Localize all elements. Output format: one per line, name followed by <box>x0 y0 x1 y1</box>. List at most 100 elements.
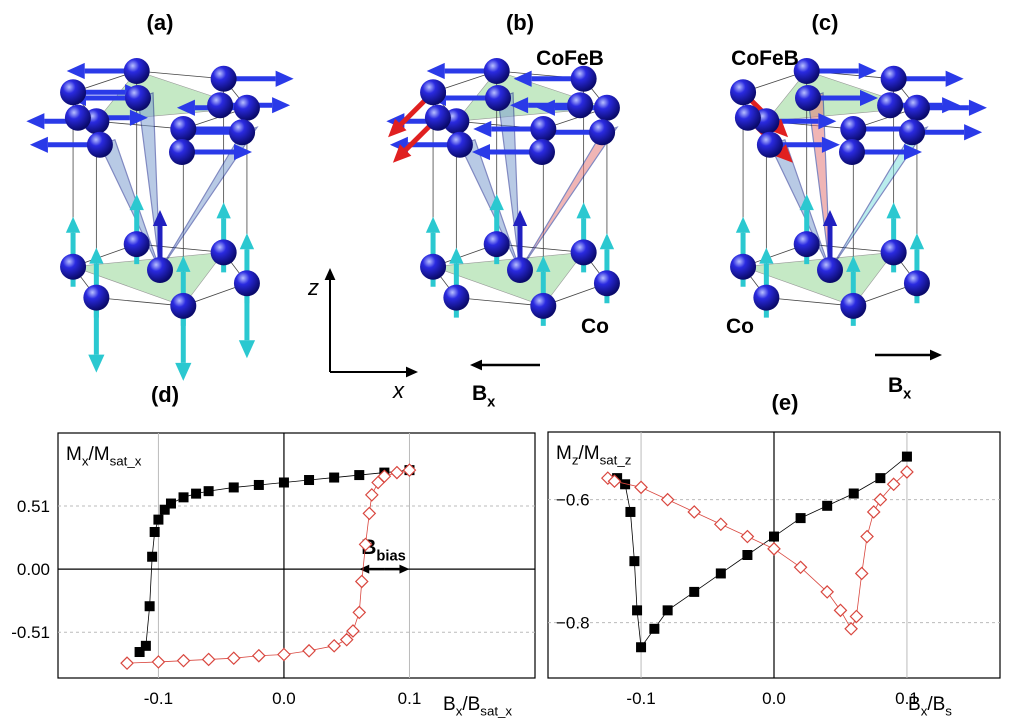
data-point <box>153 514 164 525</box>
data-point <box>201 652 216 667</box>
axis-sketch-label: z <box>307 275 319 300</box>
data-point <box>634 480 648 495</box>
label-text: /B <box>927 694 945 715</box>
y-tick-label: 0.00 <box>17 560 50 579</box>
arrow-head <box>903 143 922 161</box>
atom <box>147 257 173 283</box>
atom <box>86 131 113 158</box>
atom <box>446 131 473 158</box>
arrow-head <box>425 216 441 233</box>
atom <box>60 79 87 106</box>
atom <box>233 94 260 121</box>
arrow-head <box>599 233 615 250</box>
atom <box>485 84 512 111</box>
atom <box>443 284 470 311</box>
atom <box>880 239 907 266</box>
arrow-head <box>176 255 191 272</box>
atom <box>210 239 237 266</box>
layer-label: CoFeB <box>731 47 799 70</box>
data-point <box>901 451 912 462</box>
data-point <box>352 605 367 620</box>
atom <box>210 65 237 92</box>
layer-label: CoFeB <box>536 47 604 70</box>
atom <box>903 270 930 297</box>
atom <box>170 115 197 142</box>
data-point <box>849 609 864 624</box>
data-point <box>662 605 673 616</box>
layer-label: Co <box>581 315 609 338</box>
arrow-head <box>576 202 591 219</box>
data-point <box>191 488 202 499</box>
atom <box>730 79 757 106</box>
data-point <box>793 560 808 575</box>
data-point <box>277 647 291 662</box>
field-label: Bx <box>888 374 912 402</box>
y-axis-label: Mx/Msat_x <box>66 444 142 469</box>
atom <box>483 231 510 258</box>
atom <box>570 65 597 92</box>
subscript: sat_z <box>600 453 632 468</box>
atom <box>229 119 256 146</box>
data-point <box>176 653 191 668</box>
data-point <box>875 473 886 484</box>
arrow <box>875 349 942 361</box>
atom <box>589 119 616 146</box>
atom <box>903 94 930 121</box>
data-point <box>159 504 170 515</box>
x-tick-label: 0.1 <box>398 689 422 708</box>
data-point <box>632 605 643 616</box>
arrow-head <box>238 340 256 359</box>
atom <box>793 58 820 85</box>
data-point <box>140 640 151 651</box>
arrow-head <box>216 202 231 219</box>
arrow-head <box>129 194 144 211</box>
arrow-head <box>860 89 879 107</box>
data-point <box>742 550 753 560</box>
arrow-head <box>512 210 528 226</box>
atom <box>123 231 150 258</box>
data-point <box>620 479 631 490</box>
arrow-head <box>65 216 81 233</box>
arrow <box>330 366 418 378</box>
atom <box>793 231 820 258</box>
data-point <box>253 479 264 490</box>
chart-label: (e) <box>772 390 799 415</box>
data-point <box>362 506 377 521</box>
arrow-head <box>489 194 504 211</box>
arrow-head <box>129 109 148 126</box>
arrow-head <box>66 62 85 80</box>
subscript: x <box>82 454 89 469</box>
arrow-head <box>942 97 961 114</box>
subscript: x <box>487 394 496 410</box>
data-point <box>178 492 189 503</box>
atom <box>60 253 87 280</box>
label-text: B <box>472 382 487 405</box>
data-point <box>364 488 379 502</box>
data-point <box>860 529 874 544</box>
y-tick-label: 0.51 <box>17 497 50 516</box>
label-text: /B <box>462 694 480 715</box>
panel-label: (a) <box>147 10 174 35</box>
arrow-head <box>536 255 551 272</box>
data-point <box>147 551 158 562</box>
x-tick-label: 0.1 <box>895 689 919 708</box>
atom <box>817 257 843 283</box>
data-point <box>228 482 239 493</box>
data-point <box>226 651 241 666</box>
atom <box>899 119 926 146</box>
atom <box>420 253 447 280</box>
subscript: sat_x <box>480 704 512 719</box>
x-tick-label: 0.0 <box>762 689 786 708</box>
atom <box>170 292 197 319</box>
x-tick-label: -0.1 <box>626 689 655 708</box>
y-axis-label: Mz/Msat_z <box>556 443 631 468</box>
data-point <box>304 475 315 486</box>
data-point <box>844 621 858 636</box>
arrow-head <box>964 124 983 141</box>
atom <box>168 139 195 166</box>
data-point <box>339 632 354 647</box>
label-text: B <box>908 694 921 715</box>
data-point <box>358 537 373 552</box>
arrow-head <box>735 216 751 233</box>
